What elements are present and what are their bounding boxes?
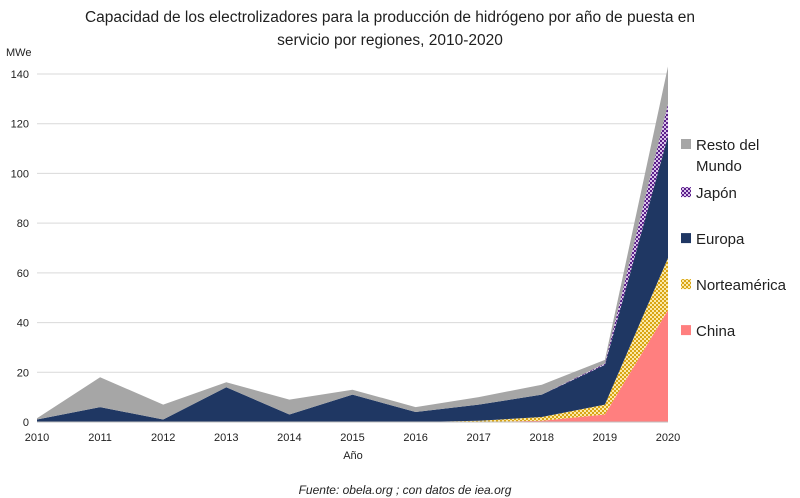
legend-label-china: China (696, 323, 736, 340)
x-axis-label: Año (343, 450, 363, 462)
x-tick-2017: 2017 (466, 432, 490, 444)
y-tick-0: 0 (23, 417, 29, 429)
y-tick-20: 20 (17, 367, 29, 379)
y-axis-label: MWe (6, 47, 31, 59)
legend-label-resto-del-mundo-line-1: Resto del (696, 137, 759, 154)
x-tick-2011: 2011 (88, 432, 112, 444)
x-tick-2012: 2012 (151, 432, 175, 444)
y-tick-60: 60 (17, 268, 29, 280)
y-tick-140: 140 (11, 69, 29, 81)
legend-label-norteamerica: Norteamérica (696, 277, 787, 294)
x-tick-2013: 2013 (214, 432, 238, 444)
x-tick-2016: 2016 (403, 432, 427, 444)
area-europa (37, 136, 668, 422)
legend-label-resto-del-mundo-line-2: Mundo (696, 158, 742, 175)
source-note: Fuente: obela.org ; con datos de iea.org (299, 483, 512, 497)
legend-label-japon: Japón (696, 185, 737, 202)
y-tick-labels: 0 20 40 60 80 100 120 140 (11, 69, 29, 429)
x-tick-2010: 2010 (25, 432, 49, 444)
y-tick-40: 40 (17, 318, 29, 330)
x-tick-2018: 2018 (530, 432, 554, 444)
y-tick-120: 120 (11, 119, 29, 131)
y-tick-100: 100 (11, 168, 29, 180)
x-tick-2014: 2014 (277, 432, 301, 444)
x-tick-2020: 2020 (656, 432, 680, 444)
area-norteamerica (37, 257, 668, 422)
x-tick-labels: 2010 2011 2012 2013 2014 2015 2016 2017 2018 2019… (25, 432, 680, 444)
chart-title-line-2: servicio por regiones, 2010-2020 (277, 32, 503, 49)
area-series (37, 66, 668, 422)
legend-swatch-norteamerica (681, 279, 691, 290)
legend-swatch-resto-del-mundo (681, 139, 691, 149)
legend-swatch-japon (681, 187, 691, 198)
area-resto-del-mundo (37, 66, 668, 420)
gridlines (37, 73, 668, 373)
x-tick-2019: 2019 (593, 432, 617, 444)
y-tick-80: 80 (17, 218, 29, 230)
x-tick-2015: 2015 (340, 432, 364, 444)
legend: Resto del Mundo Japón Europa Norteamérica Chi… (681, 137, 787, 340)
legend-swatch-china (681, 325, 691, 336)
legend-label-europa: Europa (696, 231, 745, 248)
chart-title-line-1: Capacidad de los electrolizadores para l… (85, 9, 695, 26)
legend-swatch-europa (681, 233, 691, 244)
